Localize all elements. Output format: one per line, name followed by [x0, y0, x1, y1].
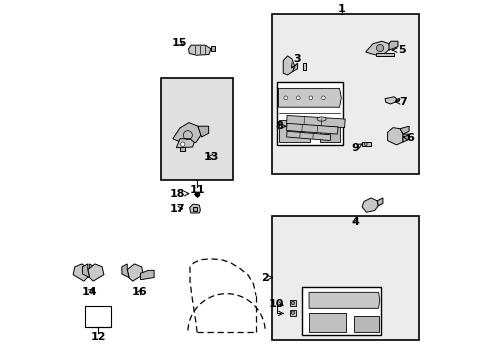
Polygon shape	[292, 63, 297, 71]
Polygon shape	[278, 88, 341, 107]
Polygon shape	[353, 316, 378, 332]
Text: 2: 2	[261, 273, 272, 283]
Circle shape	[376, 44, 383, 51]
Text: 17: 17	[169, 204, 184, 214]
Bar	[272, 14, 418, 174]
Polygon shape	[362, 198, 378, 212]
Polygon shape	[82, 264, 89, 278]
Polygon shape	[127, 264, 143, 281]
Polygon shape	[176, 139, 194, 148]
Polygon shape	[172, 123, 201, 143]
Text: 8: 8	[275, 121, 286, 131]
Circle shape	[180, 142, 184, 146]
Polygon shape	[286, 116, 345, 128]
Polygon shape	[278, 120, 309, 142]
Text: 14: 14	[81, 287, 97, 297]
Text: 6: 6	[402, 133, 413, 143]
Polygon shape	[140, 270, 154, 280]
Polygon shape	[308, 313, 345, 332]
Circle shape	[321, 96, 325, 100]
Polygon shape	[189, 204, 200, 213]
Text: 4: 4	[351, 217, 359, 227]
Polygon shape	[362, 142, 370, 146]
Polygon shape	[402, 134, 408, 142]
Text: 18: 18	[169, 189, 188, 199]
Polygon shape	[286, 123, 337, 134]
Polygon shape	[376, 53, 394, 55]
Polygon shape	[188, 45, 210, 55]
Polygon shape	[289, 300, 296, 306]
Text: 9: 9	[351, 143, 362, 153]
Text: 7: 7	[395, 97, 406, 107]
Circle shape	[364, 143, 366, 145]
Ellipse shape	[317, 117, 325, 121]
Polygon shape	[283, 56, 294, 75]
Circle shape	[284, 96, 287, 100]
Polygon shape	[88, 264, 104, 281]
Circle shape	[290, 301, 294, 305]
Bar	[301, 287, 381, 335]
Polygon shape	[308, 292, 379, 308]
Text: 12: 12	[90, 332, 106, 342]
Polygon shape	[376, 198, 382, 206]
Text: 15: 15	[171, 38, 186, 48]
Polygon shape	[387, 128, 402, 145]
Text: 3: 3	[291, 54, 300, 68]
Text: 11: 11	[189, 185, 204, 195]
Polygon shape	[319, 123, 340, 142]
Polygon shape	[399, 126, 408, 134]
Polygon shape	[180, 147, 185, 151]
Text: 5: 5	[392, 45, 405, 55]
Text: 10: 10	[268, 299, 284, 309]
Circle shape	[308, 96, 312, 100]
Polygon shape	[302, 63, 305, 69]
Bar	[276, 82, 343, 145]
Text: 16: 16	[132, 287, 147, 297]
Polygon shape	[193, 207, 196, 211]
Polygon shape	[396, 98, 399, 102]
Bar	[161, 78, 233, 180]
Bar	[272, 216, 418, 339]
Polygon shape	[210, 46, 215, 51]
Polygon shape	[384, 97, 396, 104]
Polygon shape	[73, 264, 89, 281]
Polygon shape	[289, 310, 296, 316]
Polygon shape	[388, 41, 397, 50]
Polygon shape	[286, 131, 330, 140]
Polygon shape	[365, 41, 389, 55]
Circle shape	[296, 96, 300, 100]
Polygon shape	[87, 264, 94, 278]
Polygon shape	[122, 264, 129, 278]
Text: 13: 13	[203, 152, 219, 162]
Polygon shape	[198, 126, 208, 137]
Circle shape	[290, 311, 294, 314]
Bar	[85, 306, 110, 327]
Text: 1: 1	[338, 4, 345, 14]
